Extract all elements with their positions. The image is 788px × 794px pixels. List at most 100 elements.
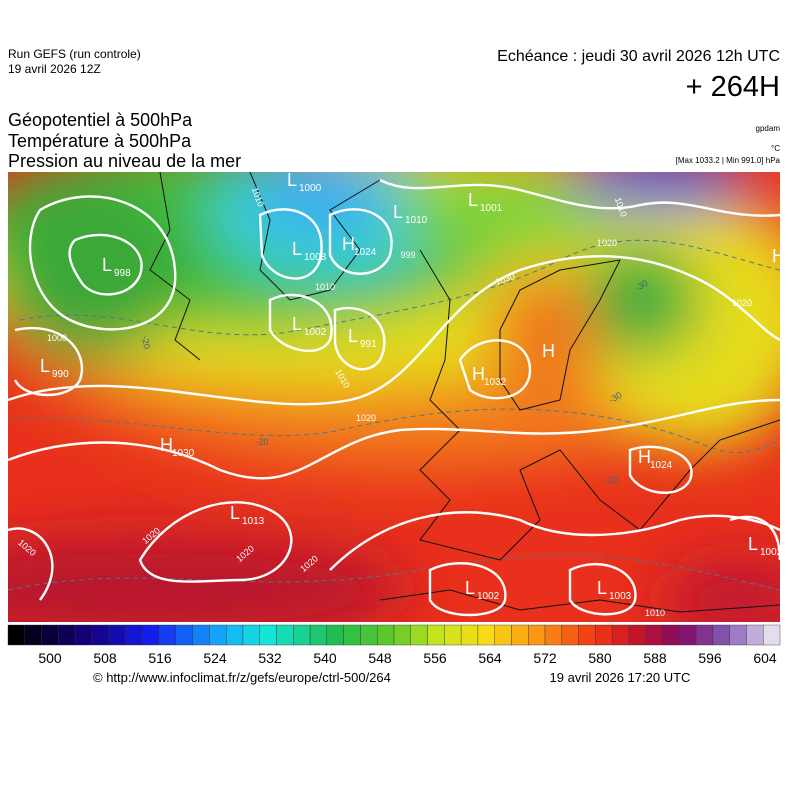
pressure-center-letter: H <box>542 341 555 361</box>
colorbar-swatch <box>460 624 479 646</box>
pressure-center-letter: L <box>597 578 607 598</box>
pressure-center-letter: L <box>292 239 302 259</box>
unit-label: gpdam <box>756 124 781 133</box>
colorbar-tick-label: 564 <box>478 650 502 666</box>
colorbar-tick-label: 588 <box>643 650 667 666</box>
pressure-center-value: 1024 <box>650 460 673 471</box>
pressure-center-value: 1002 <box>304 327 327 338</box>
source: © http://www.infoclimat.fr/z/gefs/europe… <box>93 670 391 685</box>
colorbar-swatch <box>142 624 160 646</box>
colorbar-swatch <box>628 624 646 646</box>
colorbar-tick-label: 508 <box>93 650 117 666</box>
map <box>8 172 780 622</box>
pressure-center-letter: L <box>40 356 50 376</box>
colorbar-swatch <box>293 624 311 646</box>
colorbar-tick-label: 516 <box>148 650 172 666</box>
colorbar-swatch <box>645 624 663 646</box>
pressure-center-value: 1032 <box>484 377 507 388</box>
colorbar-swatch <box>494 624 512 646</box>
pressure-center-value: 990 <box>52 369 69 380</box>
pressure-center-letter: L <box>102 255 112 275</box>
colorbar-tick-label: 524 <box>203 650 227 666</box>
pressure-center-letter: L <box>348 326 358 346</box>
colorbar-swatch <box>259 624 277 646</box>
pressure-center-letter: L <box>465 578 475 598</box>
pressure-center-value: 1008 <box>304 252 327 263</box>
colorbar-swatch <box>309 624 328 646</box>
field-title: Température à 500hPa <box>8 131 192 151</box>
colorbar-swatch <box>477 624 495 646</box>
colorbar-tick-label: 604 <box>753 650 777 666</box>
colorbar: 500 508 516 524 532 540 548 556 564 572 580 588 596 6… <box>7 624 781 666</box>
isobar-label: 999 <box>400 250 415 260</box>
colorbar-swatch <box>511 624 529 646</box>
pressure-center-letter: L <box>230 503 240 523</box>
pressure-center-letter: H <box>638 447 651 467</box>
colorbar-swatch <box>712 624 730 646</box>
isobar-label: 1000 <box>47 333 67 343</box>
colorbar-swatch <box>225 624 244 646</box>
colorbar-swatch <box>192 624 210 646</box>
colorbar-swatch <box>561 624 579 646</box>
colorbar-swatch <box>410 624 428 646</box>
run-date: 19 avril 2026 12Z <box>8 62 101 76</box>
colorbar-swatch <box>393 624 411 646</box>
pressure-center-value: 1000 <box>299 183 322 194</box>
colorbar-swatch <box>695 624 714 646</box>
colorbar-swatch <box>242 624 260 646</box>
colorbar-swatch <box>209 624 227 646</box>
pressure-center-letter: L <box>748 534 758 554</box>
colorbar-tick-label: 548 <box>368 650 392 666</box>
colorbar-swatch <box>578 624 596 646</box>
field-title: Géopotentiel à 500hPa <box>8 110 193 130</box>
colorbar-swatch <box>679 624 697 646</box>
lead-time: + 264H <box>686 71 780 103</box>
colorbar-swatch <box>343 624 361 646</box>
colorbar-swatch <box>91 624 109 646</box>
pressure-center-letter: L <box>287 170 297 190</box>
colorbar-tick-label: 500 <box>38 650 62 666</box>
colorbar-swatch <box>7 624 25 646</box>
unit-label: °C <box>771 144 780 153</box>
colorbar-swatch <box>24 624 42 646</box>
field-title: Pression au niveau de la mer <box>8 151 241 171</box>
colorbar-tick-label: 596 <box>698 650 722 666</box>
colorbar-swatch <box>763 624 781 646</box>
colorbar-swatch <box>58 624 76 646</box>
colorbar-swatch <box>41 624 59 646</box>
pressure-center-value: 998 <box>114 268 131 279</box>
echeance: Echéance : jeudi 30 avril 2026 12h UTC <box>497 48 780 65</box>
pressure-center-value: 1003 <box>609 591 632 602</box>
pressure-center-value: 1030 <box>172 448 195 459</box>
isobar-label: 1020 <box>356 413 376 423</box>
colorbar-swatch <box>611 624 630 646</box>
pressure-center-value: 1001 <box>480 203 503 214</box>
colorbar-tick-label: 580 <box>588 650 612 666</box>
colorbar-swatch <box>662 624 680 646</box>
colorbar-swatch <box>158 624 177 646</box>
colorbar-tick-label: 572 <box>533 650 557 666</box>
pressure-center-letter: L <box>292 314 302 334</box>
pressure-center-letter: L <box>468 190 478 210</box>
run-label: Run GEFS (run controle) <box>8 47 141 61</box>
colorbar-swatch <box>729 624 747 646</box>
pressure-center-letter: H <box>342 234 355 254</box>
pressure-center-value: 1002 <box>477 591 500 602</box>
colorbar-swatch <box>427 624 445 646</box>
issued: 19 avril 2026 17:20 UTC <box>550 670 691 685</box>
colorbar-tick-label: 540 <box>313 650 337 666</box>
colorbar-swatch <box>74 624 93 646</box>
isobar-label: 1010 <box>315 282 335 292</box>
colorbar-swatch <box>108 624 126 646</box>
pressure-range: [Max 1033.2 | Min 991.0] hPa <box>676 156 781 165</box>
colorbar-swatch <box>125 624 143 646</box>
isobar-label: 1020 <box>597 238 617 248</box>
colorbar-tick-label: 556 <box>423 650 447 666</box>
colorbar-swatch <box>326 624 344 646</box>
colorbar-tick-label: 532 <box>258 650 282 666</box>
pressure-center-letter: H <box>772 246 785 266</box>
pressure-center-letter: L <box>393 202 403 222</box>
pressure-center-value: 1002 <box>760 547 783 558</box>
